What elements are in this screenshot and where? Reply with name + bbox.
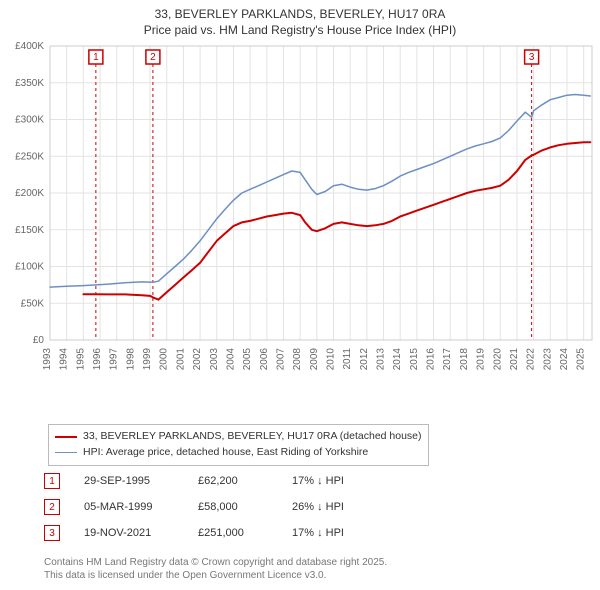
svg-text:2011: 2011 xyxy=(342,348,353,370)
svg-text:£150K: £150K xyxy=(15,225,44,236)
transaction-price: £251,000 xyxy=(198,527,268,539)
title-line-2: Price paid vs. HM Land Registry's House … xyxy=(0,22,600,38)
svg-text:2005: 2005 xyxy=(242,348,253,371)
footer-line-2: This data is licensed under the Open Gov… xyxy=(44,569,387,582)
transaction-date: 29-SEP-1995 xyxy=(84,475,174,487)
svg-text:2009: 2009 xyxy=(309,348,320,371)
transaction-delta: 26% ↓ HPI xyxy=(292,501,382,513)
svg-text:£400K: £400K xyxy=(15,41,44,52)
svg-text:2025: 2025 xyxy=(576,348,587,371)
svg-text:£350K: £350K xyxy=(15,78,44,89)
svg-text:2022: 2022 xyxy=(526,348,537,371)
transaction-date: 05-MAR-1999 xyxy=(84,501,174,513)
transaction-row: 2 05-MAR-1999 £58,000 26% ↓ HPI xyxy=(44,494,382,520)
svg-text:2018: 2018 xyxy=(459,348,470,371)
legend-label: HPI: Average price, detached house, East… xyxy=(83,445,368,461)
svg-text:1999: 1999 xyxy=(142,348,153,371)
svg-text:2024: 2024 xyxy=(559,348,570,371)
svg-text:3: 3 xyxy=(529,52,535,63)
svg-text:2019: 2019 xyxy=(476,348,487,371)
svg-text:£0: £0 xyxy=(33,335,45,346)
footer-line-1: Contains HM Land Registry data © Crown c… xyxy=(44,556,387,569)
line-chart: £0 £50K £100K £150K £200K £250K £300K £350K £400… xyxy=(0,40,600,388)
legend-item: 33, BEVERLEY PARKLANDS, BEVERLEY, HU17 0… xyxy=(55,429,422,445)
transaction-row: 3 19-NOV-2021 £251,000 17% ↓ HPI xyxy=(44,520,382,546)
legend-label: 33, BEVERLEY PARKLANDS, BEVERLEY, HU17 0… xyxy=(83,429,422,445)
svg-text:2021: 2021 xyxy=(509,348,520,371)
svg-text:2010: 2010 xyxy=(326,348,337,371)
svg-text:2004: 2004 xyxy=(225,348,236,371)
svg-text:1993: 1993 xyxy=(42,348,53,371)
svg-text:2003: 2003 xyxy=(209,348,220,371)
svg-text:2016: 2016 xyxy=(426,348,437,371)
svg-text:1994: 1994 xyxy=(59,348,70,371)
svg-text:1998: 1998 xyxy=(125,348,136,371)
transaction-table: 1 29-SEP-1995 £62,200 17% ↓ HPI 2 05-MAR-1999… xyxy=(44,468,382,546)
svg-text:2017: 2017 xyxy=(442,348,453,371)
title-block: 33, BEVERLEY PARKLANDS, BEVERLEY, HU17 0… xyxy=(0,0,600,38)
svg-text:1995: 1995 xyxy=(75,348,86,371)
svg-text:£250K: £250K xyxy=(15,152,44,163)
svg-text:2002: 2002 xyxy=(192,348,203,371)
transaction-price: £58,000 xyxy=(198,501,268,513)
legend-swatch xyxy=(55,436,77,438)
transaction-price: £62,200 xyxy=(198,475,268,487)
transaction-row: 1 29-SEP-1995 £62,200 17% ↓ HPI xyxy=(44,468,382,494)
svg-text:2000: 2000 xyxy=(159,348,170,371)
svg-text:2006: 2006 xyxy=(259,348,270,371)
chart-container: 33, BEVERLEY PARKLANDS, BEVERLEY, HU17 0… xyxy=(0,0,600,590)
svg-text:2020: 2020 xyxy=(492,348,503,371)
title-line-1: 33, BEVERLEY PARKLANDS, BEVERLEY, HU17 0… xyxy=(0,6,600,22)
svg-text:2023: 2023 xyxy=(542,348,553,371)
svg-text:1996: 1996 xyxy=(92,348,103,371)
svg-text:2013: 2013 xyxy=(376,348,387,371)
svg-text:2007: 2007 xyxy=(275,348,286,371)
transaction-badge: 2 xyxy=(44,499,60,515)
transaction-badge: 1 xyxy=(44,473,60,489)
transaction-delta: 17% ↓ HPI xyxy=(292,527,382,539)
svg-text:£200K: £200K xyxy=(15,188,44,199)
svg-text:2015: 2015 xyxy=(409,348,420,371)
svg-text:2012: 2012 xyxy=(359,348,370,371)
legend-swatch xyxy=(55,452,77,453)
svg-text:2: 2 xyxy=(150,52,156,63)
legend: 33, BEVERLEY PARKLANDS, BEVERLEY, HU17 0… xyxy=(48,424,429,466)
footer-attribution: Contains HM Land Registry data © Crown c… xyxy=(44,556,387,582)
svg-text:2001: 2001 xyxy=(175,348,186,371)
transaction-delta: 17% ↓ HPI xyxy=(292,475,382,487)
legend-item: HPI: Average price, detached house, East… xyxy=(55,445,422,461)
transaction-date: 19-NOV-2021 xyxy=(84,527,174,539)
svg-text:£300K: £300K xyxy=(15,115,44,126)
svg-text:£100K: £100K xyxy=(15,262,44,273)
svg-text:1: 1 xyxy=(93,52,99,63)
svg-text:2008: 2008 xyxy=(292,348,303,371)
svg-text:2014: 2014 xyxy=(392,348,403,371)
svg-text:£50K: £50K xyxy=(21,299,45,310)
transaction-badge: 3 xyxy=(44,525,60,541)
svg-text:1997: 1997 xyxy=(109,348,120,371)
